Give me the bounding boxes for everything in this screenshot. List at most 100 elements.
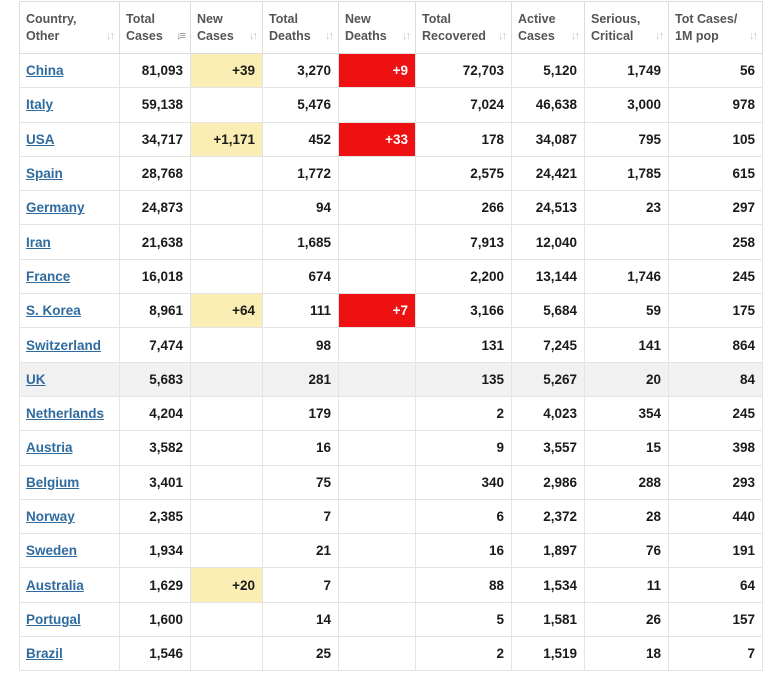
table-row[interactable]: Netherlands 4,204 179 2 4,023 354 245	[19, 395, 763, 432]
cell-active-cases: 4,023	[511, 395, 585, 432]
sort-arrows-icon[interactable]: ↓↑	[249, 30, 258, 42]
cell-country: Australia	[19, 567, 120, 603]
cell-total-recovered: 178	[415, 121, 512, 157]
cell-total-recovered: 72,703	[415, 52, 512, 89]
cell-active-cases: 1,897	[511, 533, 585, 569]
sort-descending-icon[interactable]: ↓≡	[176, 30, 186, 42]
country-link[interactable]: Sweden	[26, 543, 78, 559]
table-row[interactable]: Portugal 1,600 14 5 1,581 26 157	[19, 601, 763, 638]
cell-total-deaths: 5,476	[262, 87, 339, 123]
cell-total-recovered: 6	[415, 498, 512, 535]
sort-arrows-icon[interactable]: ↓↑	[749, 30, 758, 42]
sort-arrows-icon[interactable]: ↓↑	[106, 30, 115, 42]
header-line2: Cases	[126, 29, 163, 43]
country-link[interactable]: Spain	[26, 166, 63, 182]
sort-arrows-icon[interactable]: ↓↑	[655, 30, 664, 42]
cell-total-cases: 28,768	[119, 155, 191, 192]
sort-arrows-icon[interactable]: ↓↑	[571, 30, 580, 42]
column-header-total-cases[interactable]: Total Cases ↓≡	[119, 1, 191, 54]
header-line2: Cases	[518, 29, 555, 43]
cell-total-cases: 1,629	[119, 567, 191, 603]
cell-tot-cases-per-1m: 245	[668, 395, 763, 432]
table-row[interactable]: China 81,093 +39 3,270 +9 72,703 5,120 1,749 56	[19, 52, 763, 89]
column-header-new-deaths[interactable]: New Deaths ↓↑	[338, 1, 416, 54]
cell-tot-cases-per-1m: 56	[668, 52, 763, 89]
cell-new-deaths	[338, 155, 416, 192]
table-row[interactable]: Spain 28,768 1,772 2,575 24,421 1,785 615	[19, 155, 763, 192]
cell-country: Portugal	[19, 601, 120, 638]
header-line2: Critical	[591, 29, 634, 43]
cell-total-recovered: 9	[415, 430, 512, 466]
column-header-country[interactable]: Country, Other ↓↑	[19, 1, 120, 54]
cell-new-deaths: +9	[338, 52, 416, 89]
table-row[interactable]: USA 34,717 +1,171 452 +33 178 34,087 795 105	[19, 121, 763, 157]
cell-serious-critical: 354	[584, 395, 669, 432]
header-line2: Deaths	[269, 29, 311, 43]
sort-arrows-icon[interactable]: ↓↑	[325, 30, 334, 42]
table-row[interactable]: Australia 1,629 +20 7 88 1,534 11 64	[19, 567, 763, 603]
country-link[interactable]: France	[26, 268, 71, 284]
cell-total-deaths: 21	[262, 533, 339, 569]
table-row[interactable]: S. Korea 8,961 +64 111 +7 3,166 5,684 59 175	[19, 293, 763, 329]
cell-total-recovered: 2,575	[415, 155, 512, 192]
country-link[interactable]: Brazil	[26, 646, 63, 662]
table-row[interactable]: Norway 2,385 7 6 2,372 28 440	[19, 498, 763, 535]
cell-total-recovered: 2	[415, 395, 512, 432]
cell-country: Sweden	[19, 533, 120, 569]
table-body: China 81,093 +39 3,270 +9 72,703 5,120 1,749 56 I…	[19, 52, 763, 672]
country-link[interactable]: Austria	[26, 440, 73, 456]
country-link[interactable]: Switzerland	[26, 337, 102, 353]
table-row[interactable]: France 16,018 674 2,200 13,144 1,746 245	[19, 258, 763, 295]
sort-arrows-icon[interactable]: ↓↑	[498, 30, 507, 42]
country-link[interactable]: Iran	[26, 234, 51, 250]
country-link[interactable]: China	[26, 63, 64, 79]
cell-tot-cases-per-1m: 191	[668, 533, 763, 569]
cell-total-recovered: 7,913	[415, 224, 512, 260]
cell-total-cases: 1,934	[119, 533, 191, 569]
country-link[interactable]: Italy	[26, 97, 54, 113]
cell-serious-critical: 26	[584, 601, 669, 638]
cell-tot-cases-per-1m: 293	[668, 464, 763, 500]
country-link[interactable]: Netherlands	[26, 406, 105, 422]
table-row[interactable]: Austria 3,582 16 9 3,557 15 398	[19, 430, 763, 466]
country-link[interactable]: Belgium	[26, 474, 80, 490]
table-row[interactable]: UK 5,683 281 135 5,267 20 84	[19, 361, 763, 397]
table-row[interactable]: Brazil 1,546 25 2 1,519 18 7	[19, 636, 763, 672]
country-link[interactable]: Portugal	[26, 611, 81, 627]
cell-total-deaths: 94	[262, 190, 339, 226]
country-link[interactable]: Norway	[26, 509, 75, 524]
country-link[interactable]: Germany	[26, 200, 85, 216]
cell-new-cases: +20	[190, 567, 263, 603]
cell-active-cases: 46,638	[511, 87, 585, 123]
cell-total-cases: 5,683	[119, 361, 191, 397]
cell-tot-cases-per-1m: 297	[668, 190, 763, 226]
table-row[interactable]: Germany 24,873 94 266 24,513 23 297	[19, 190, 763, 226]
column-header-total-deaths[interactable]: Total Deaths ↓↑	[262, 1, 339, 54]
header-line1: Total	[126, 12, 155, 26]
country-link[interactable]: S. Korea	[26, 303, 81, 319]
table-row[interactable]: Belgium 3,401 75 340 2,986 288 293	[19, 464, 763, 500]
sort-arrows-icon[interactable]: ↓↑	[402, 30, 411, 42]
table-row[interactable]: Iran 21,638 1,685 7,913 12,040 258	[19, 224, 763, 260]
column-header-new-cases[interactable]: New Cases ↓↑	[190, 1, 263, 54]
column-header-active-cases[interactable]: Active Cases ↓↑	[511, 1, 585, 54]
column-header-serious-critical[interactable]: Serious, Critical ↓↑	[584, 1, 669, 54]
cell-new-deaths	[338, 498, 416, 535]
column-header-total-recovered[interactable]: Total Recovered ↓↑	[415, 1, 512, 54]
cell-country: USA	[19, 121, 120, 157]
cell-total-recovered: 2,200	[415, 258, 512, 295]
cell-serious-critical: 15	[584, 430, 669, 466]
stats-table-container: Country, Other ↓↑ Total Cases ↓≡ New Cas…	[19, 1, 763, 672]
country-link[interactable]: UK	[26, 371, 46, 387]
table-row[interactable]: Switzerland 7,474 98 131 7,245 141 864	[19, 327, 763, 363]
table-row[interactable]: Sweden 1,934 21 16 1,897 76 191	[19, 533, 763, 569]
cell-new-cases	[190, 327, 263, 363]
column-header-tot-cases-per-1m[interactable]: Tot Cases/ 1M pop ↓↑	[668, 1, 763, 54]
cell-active-cases: 1,534	[511, 567, 585, 603]
cell-new-cases	[190, 190, 263, 226]
country-link[interactable]: Australia	[26, 577, 84, 593]
cell-total-cases: 8,961	[119, 293, 191, 329]
table-row[interactable]: Italy 59,138 5,476 7,024 46,638 3,000 978	[19, 87, 763, 123]
country-link[interactable]: USA	[26, 131, 55, 147]
cell-new-cases: +1,171	[190, 121, 263, 157]
